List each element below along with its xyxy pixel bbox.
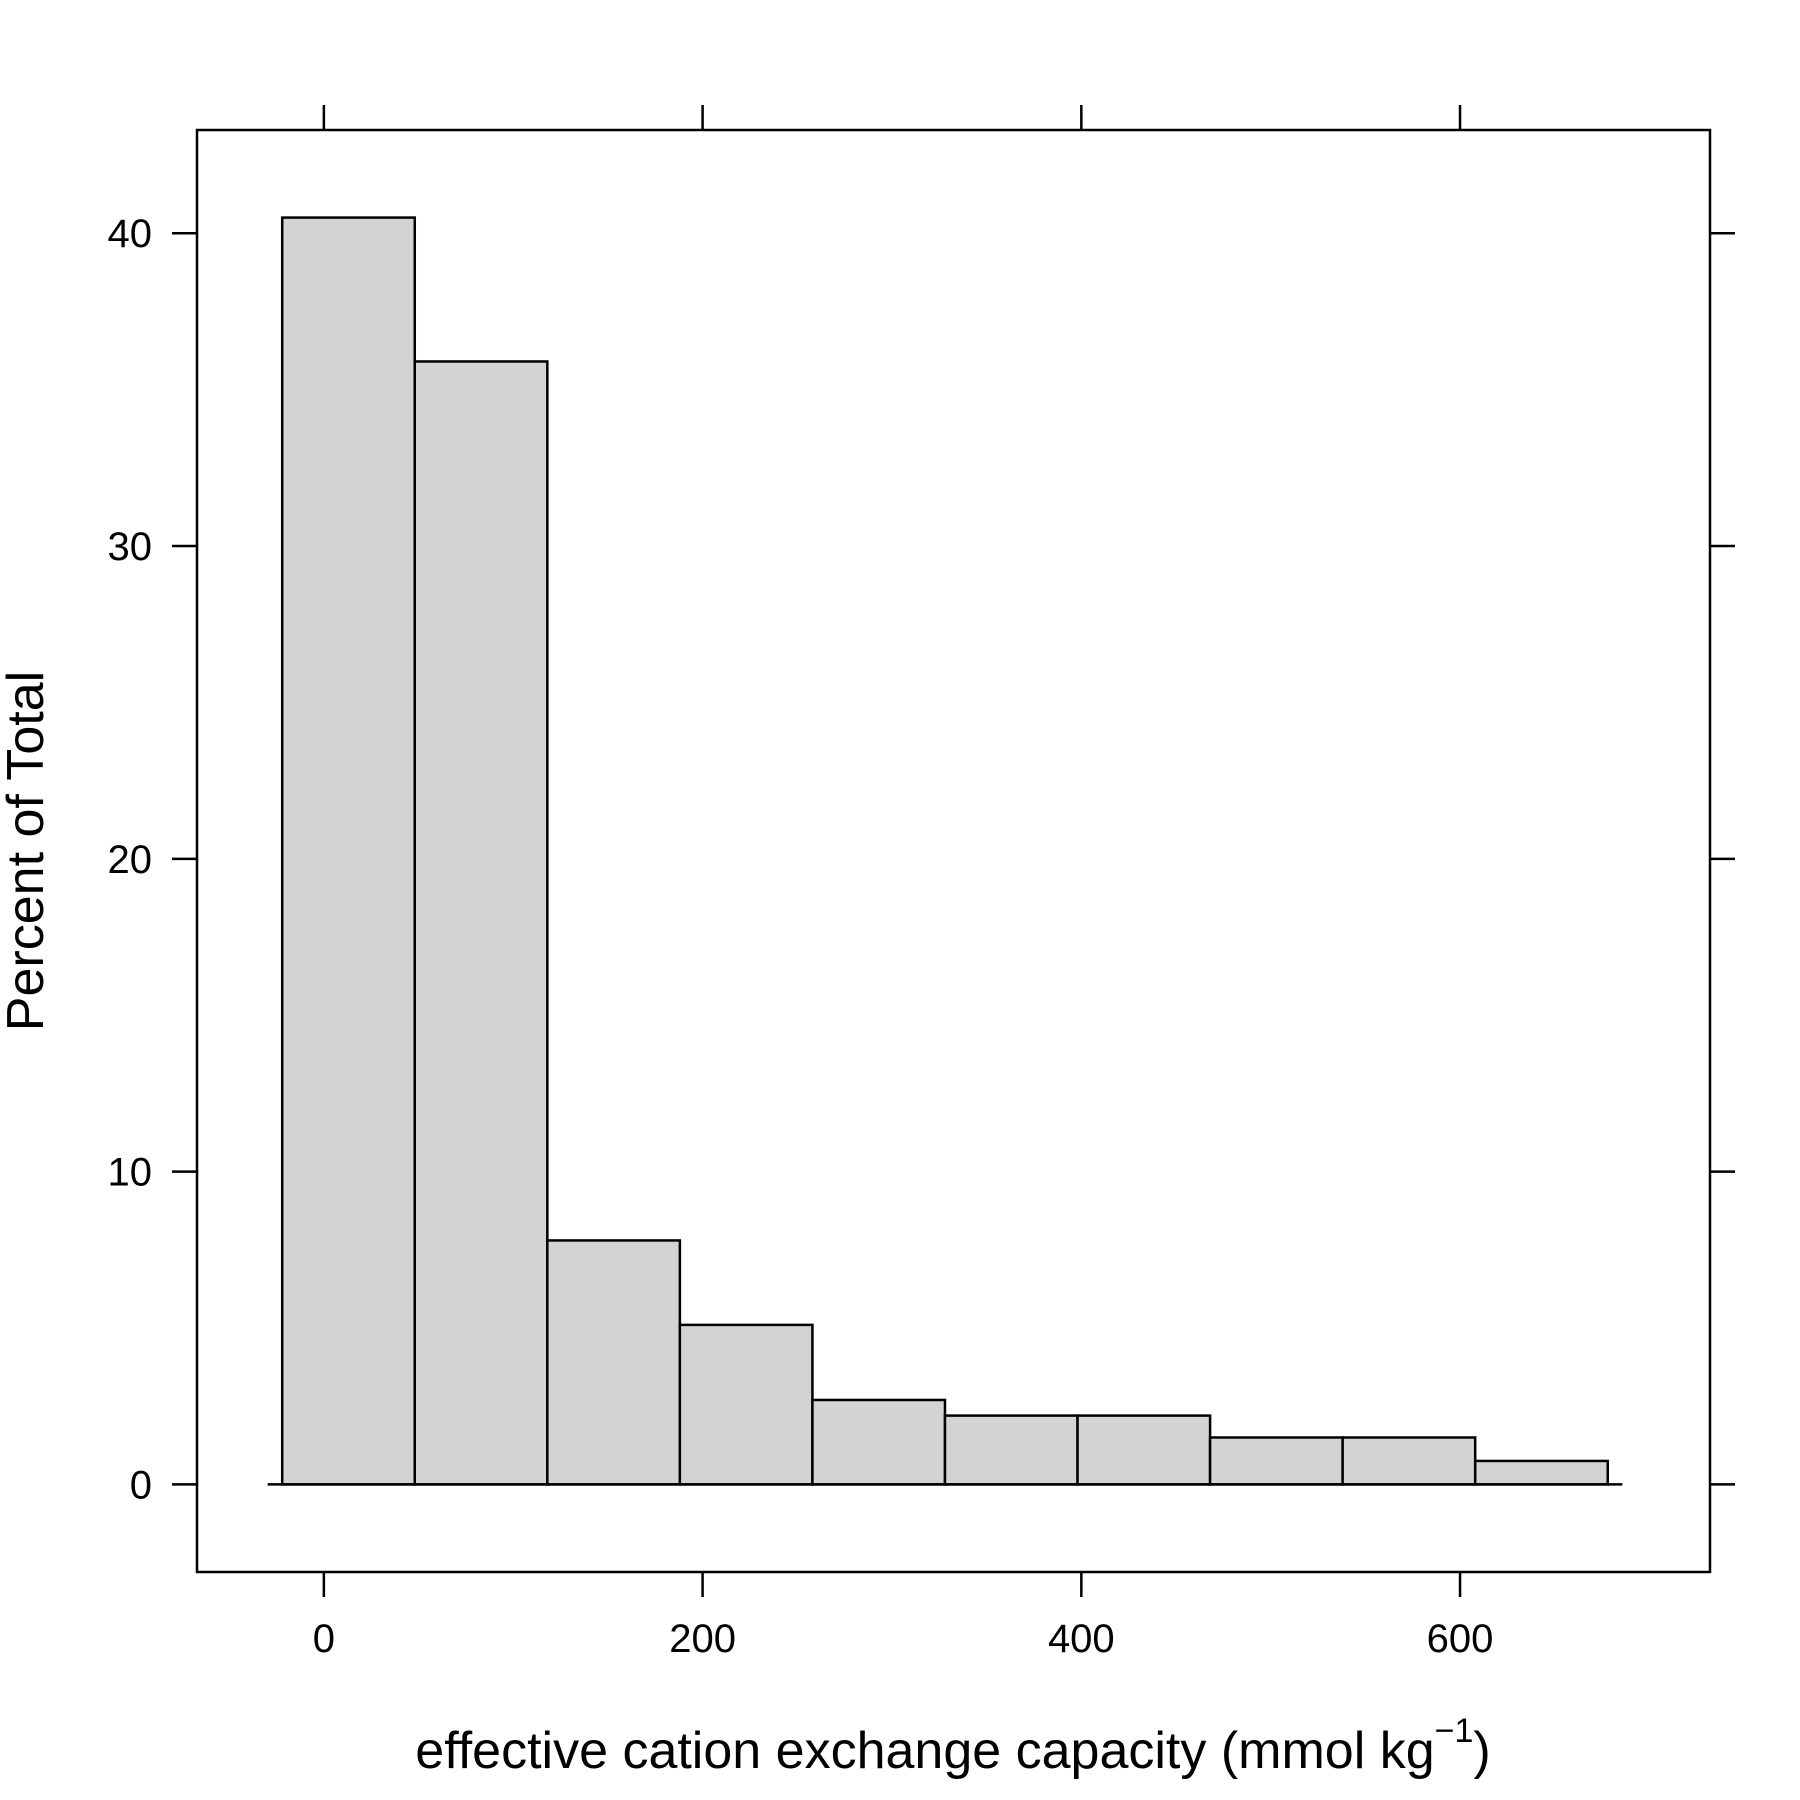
x-axis-title: effective cation exchange capacity (mmol… [415, 1712, 1490, 1780]
histogram-bar-7 [1076, 1414, 1212, 1486]
y-tick-label: 0 [130, 1463, 152, 1507]
histogram-bar-2 [413, 360, 549, 1486]
histogram-bar-5 [811, 1398, 947, 1486]
x-tick-label: 400 [1048, 1617, 1115, 1661]
y-tick-label: 10 [108, 1151, 153, 1195]
ticks-group: 0 200 400 600 0 10 20 30 40 [108, 105, 1735, 1661]
histogram-bar-6 [943, 1414, 1079, 1486]
histogram-bar-9 [1341, 1436, 1477, 1486]
y-tick-label: 20 [108, 838, 153, 882]
y-axis-title: Percent of Total [0, 671, 55, 1031]
x-tick-label: 200 [669, 1617, 736, 1661]
histogram-bar-4 [678, 1323, 814, 1486]
histogram-bar-8 [1208, 1436, 1344, 1486]
x-tick-label: 0 [313, 1617, 335, 1661]
y-tick-label: 30 [108, 525, 153, 569]
x-tick-label: 600 [1427, 1617, 1494, 1661]
y-tick-label: 40 [108, 212, 153, 256]
histogram-bar-3 [546, 1239, 682, 1486]
bars-group [280, 216, 1609, 1486]
histogram-bar-10 [1473, 1459, 1609, 1486]
plot-frame [195, 128, 1712, 1574]
histogram-bar-1 [280, 216, 417, 1486]
